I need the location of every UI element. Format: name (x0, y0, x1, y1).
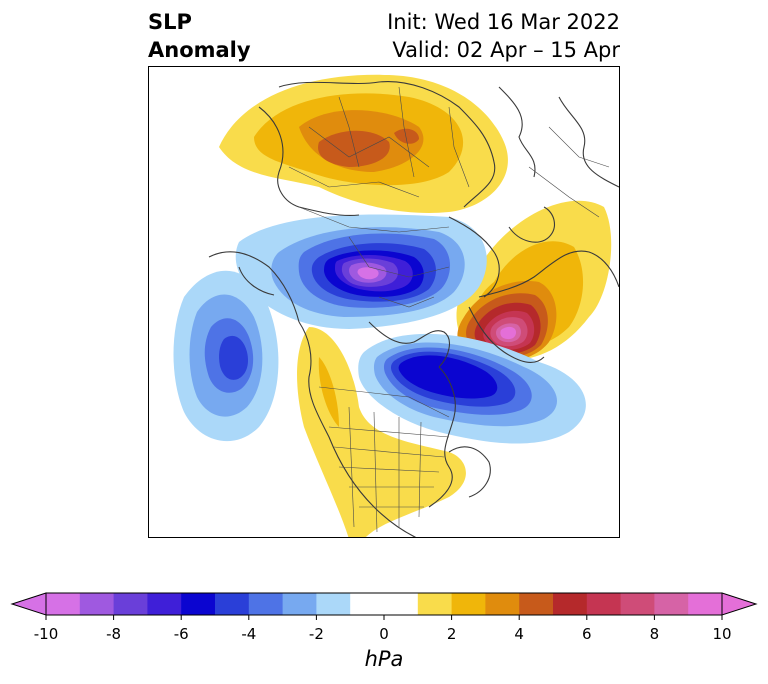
north-pacific-low-anomaly (173, 270, 279, 442)
colorbar-swatch (215, 593, 250, 615)
colorbar-tick-label: 10 (712, 625, 732, 643)
colorbar-swatch (181, 593, 216, 615)
colorbar-swatch (485, 593, 520, 615)
forecast-dates: Init: Wed 16 Mar 2022 Valid: 02 Apr – 15… (387, 8, 620, 64)
colorbar-swatch (282, 593, 317, 615)
north-america-high-anomaly (297, 327, 466, 537)
colorbar-tick-label: -2 (308, 625, 324, 643)
colorbar-tick-label: -10 (33, 625, 59, 643)
colorbar-swatch (79, 593, 115, 615)
map-title: SLP Anomaly (148, 8, 251, 64)
anomaly-map (148, 66, 620, 538)
colorbar-extend-max (721, 592, 758, 616)
colorbar-swatch (620, 593, 655, 615)
title-line-2: Anomaly (148, 38, 251, 62)
hudson-low-anomaly (358, 333, 586, 444)
colorbar-swatch (316, 593, 351, 615)
valid-range: Valid: 02 Apr – 15 Apr (392, 38, 620, 62)
colorbar-tick-label: -6 (173, 625, 189, 643)
colorbar-tick-label: -4 (241, 625, 257, 643)
colorbar-swatch (147, 593, 182, 615)
colorbar-swatch (553, 593, 588, 615)
arctic-low-anomaly (235, 214, 487, 329)
colorbar-tick-label: 0 (379, 625, 389, 643)
colorbar-swatch (654, 593, 689, 615)
colorbar-svg (10, 592, 758, 620)
colorbar-swatch (384, 593, 419, 615)
coastlines (208, 81, 619, 537)
init-date: Init: Wed 16 Mar 2022 (387, 10, 620, 34)
colorbar-tick-label: -8 (106, 625, 122, 643)
colorbar-swatch (417, 593, 453, 615)
eurasia-high-anomaly (219, 74, 508, 213)
colorbar-swatch (46, 593, 81, 615)
colorbar-tick-label: 4 (514, 625, 524, 643)
colorbar-swatch (519, 593, 554, 615)
colorbar (0, 580, 768, 680)
colorbar-tick-label: 8 (649, 625, 660, 643)
title-line-1: SLP (148, 10, 192, 34)
colorbar-swatch (350, 593, 385, 615)
colorbar-swatch (688, 593, 723, 615)
colorbar-unit-label: hPa (364, 647, 404, 671)
colorbar-swatch (586, 593, 622, 615)
greenland-high-anomaly (456, 200, 612, 362)
colorbar-tick-label: 2 (446, 625, 457, 643)
political-borders (288, 86, 610, 533)
colorbar-tick-label: 6 (582, 625, 592, 643)
colorbar-swatch (451, 593, 486, 615)
colorbar-extend-min (10, 592, 47, 616)
colorbar-swatch (113, 593, 148, 615)
anomaly-map-svg (173, 74, 619, 537)
colorbar-swatch (248, 593, 284, 615)
